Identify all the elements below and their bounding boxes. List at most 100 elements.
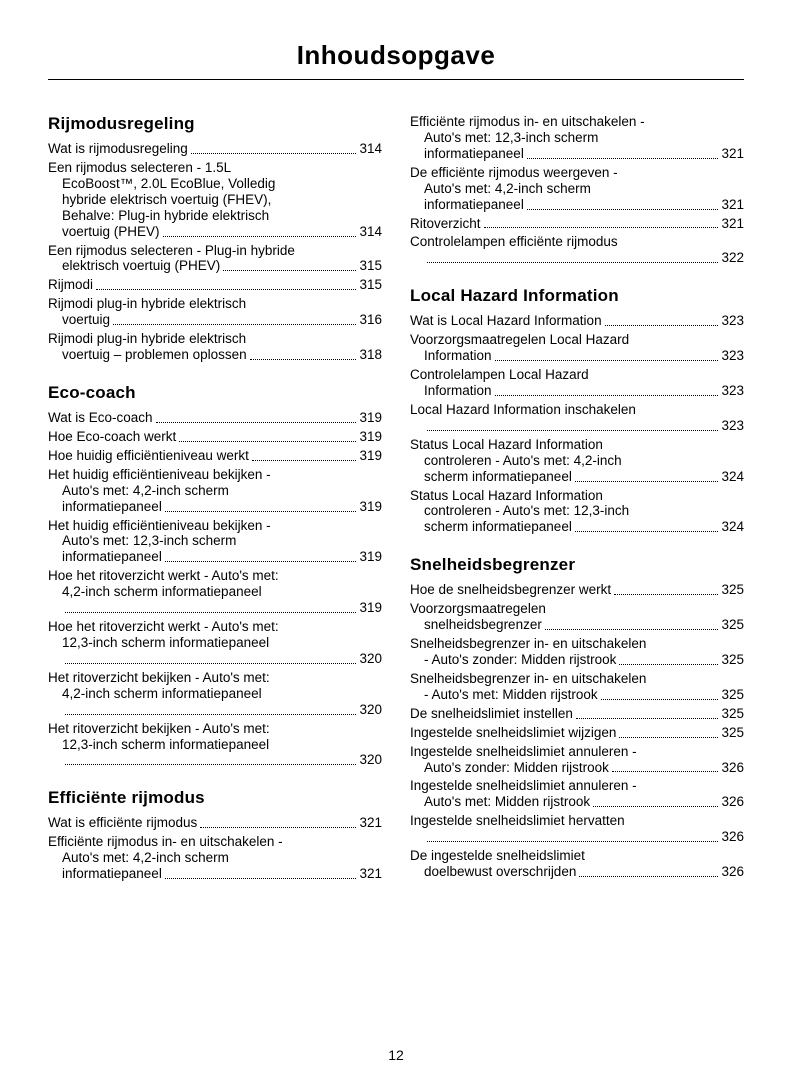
toc-entry-line: Rijmodi plug-in hybride elektrisch	[48, 331, 382, 347]
toc-entry-line: Status Local Hazard Information	[410, 437, 744, 453]
toc-entry: Controlelampen Local HazardInformation32…	[410, 367, 744, 399]
toc-entry-label: elektrisch voertuig (PHEV)	[62, 258, 220, 274]
toc-entry-page: 325	[721, 617, 744, 633]
toc-entry-label: informatiepaneel	[424, 197, 524, 213]
toc-entry-page: 315	[359, 258, 382, 274]
toc-entry: Hoe de snelheidsbegrenzer werkt 325	[410, 582, 744, 598]
toc-entry: Een rijmodus selecteren - Plug-in hybrid…	[48, 243, 382, 275]
toc-entry-label: Wat is rijmodusregeling	[48, 141, 188, 157]
toc-entry: Efficiënte rijmodus in- en uitschakelen …	[48, 834, 382, 882]
toc-entry-label: Auto's met: Midden rijstrook	[424, 794, 590, 810]
toc-entry-line: controleren - Auto's met: 12,3-inch	[410, 503, 744, 519]
toc-entry: Ritoverzicht321	[410, 216, 744, 232]
toc-entry-label: Rijmodi	[48, 277, 93, 293]
toc-leader	[605, 325, 719, 326]
toc-entry-line: Voorzorgsmaatregelen Local Hazard	[410, 332, 744, 348]
toc-entry-label: Wat is Local Hazard Information	[410, 313, 602, 329]
toc-entry-line: Hoe het ritoverzicht werkt - Auto's met:	[48, 568, 382, 584]
toc-entry-label: Hoe de snelheidsbegrenzer werkt	[410, 582, 611, 598]
toc-entry-line: 12,3-inch scherm informatiepaneel	[48, 635, 382, 651]
toc-leader	[612, 771, 719, 772]
toc-leader	[96, 289, 356, 290]
toc-entry-page: 314	[359, 224, 382, 240]
toc-entry-line: Behalve: Plug-in hybride elektrisch	[48, 208, 382, 224]
toc-entry: Wat is Local Hazard Information 323	[410, 313, 744, 329]
toc-entry-page: 324	[721, 519, 744, 535]
toc-entry-line: Voorzorgsmaatregelen	[410, 601, 744, 617]
toc-leader	[484, 227, 719, 228]
toc-entry-line: Het ritoverzicht bekijken - Auto's met:	[48, 670, 382, 686]
toc-entry-label: Hoe Eco-coach werkt	[48, 429, 176, 445]
toc-entry-label: - Auto's zonder: Midden rijstrook	[424, 652, 616, 668]
toc-entry: Voorzorgsmaatregelensnelheidsbegrenzer 32…	[410, 601, 744, 633]
toc-leader	[427, 841, 718, 842]
toc-entry-label: - Auto's met: Midden rijstrook	[424, 687, 598, 703]
section-heading: Rijmodusregeling	[48, 114, 382, 134]
toc-leader	[427, 262, 718, 263]
toc-columns: Rijmodusregeling Wat is rijmodusregeling 3…	[48, 114, 744, 885]
toc-entry: De efficiënte rijmodus weergeven -Auto's…	[410, 165, 744, 213]
toc-entry-label: Ritoverzicht	[410, 216, 481, 232]
toc-entry-line: Auto's met: 4,2-inch scherm	[48, 483, 382, 499]
toc-entry-line: 4,2-inch scherm informatiepaneel	[48, 686, 382, 702]
section-heading: Local Hazard Information	[410, 286, 744, 306]
toc-entry-label: scherm informatiepaneel	[424, 469, 572, 485]
toc-entry: Het ritoverzicht bekijken - Auto's met:4…	[48, 670, 382, 718]
toc-entry: Snelheidsbegrenzer in- en uitschakelen- …	[410, 636, 744, 668]
toc-entry: De ingestelde snelheidslimietdoelbewust …	[410, 848, 744, 880]
toc-entry: Hoe huidig efficiëntieniveau werkt319	[48, 448, 382, 464]
toc-leader	[65, 612, 356, 613]
toc-entry-page: 319	[359, 600, 382, 616]
toc-entry-page: 323	[721, 418, 744, 434]
toc-entry-line: Ingestelde snelheidslimiet annuleren -	[410, 778, 744, 794]
toc-entry-page: 314	[359, 141, 382, 157]
toc-entry-label: snelheidsbegrenzer	[424, 617, 542, 633]
toc-entry: Een rijmodus selecteren - 1.5LEcoBoost™,…	[48, 160, 382, 240]
toc-entry-page: 321	[721, 197, 744, 213]
toc-leader	[614, 594, 718, 595]
toc-entry: Snelheidsbegrenzer in- en uitschakelen- …	[410, 671, 744, 703]
toc-entry-line: Auto's met: 12,3-inch scherm	[410, 130, 744, 146]
toc-entry-page: 325	[721, 687, 744, 703]
toc-leader	[156, 422, 357, 423]
toc-leader	[65, 764, 356, 765]
toc-entry-page: 320	[359, 651, 382, 667]
toc-entry-label: Information	[424, 348, 492, 364]
toc-leader	[575, 531, 719, 532]
toc-entry-line: Het ritoverzicht bekijken - Auto's met:	[48, 721, 382, 737]
toc-entry-line: Auto's met: 4,2-inch scherm	[410, 181, 744, 197]
toc-leader	[179, 441, 356, 442]
toc-entry-line: 4,2-inch scherm informatiepaneel	[48, 584, 382, 600]
toc-entry-line: Een rijmodus selecteren - 1.5L	[48, 160, 382, 176]
toc-leader	[527, 209, 719, 210]
toc-entry: Hoe het ritoverzicht werkt - Auto's met:…	[48, 619, 382, 667]
toc-leader	[65, 714, 356, 715]
toc-leader	[575, 481, 719, 482]
toc-entry-page: 326	[721, 864, 744, 880]
toc-entry-page: 323	[721, 313, 744, 329]
left-column: Rijmodusregeling Wat is rijmodusregeling 3…	[48, 114, 382, 885]
toc-entry-page: 325	[721, 706, 744, 722]
toc-entry: Efficiënte rijmodus in- en uitschakelen …	[410, 114, 744, 162]
toc-entry-label: Information	[424, 383, 492, 399]
toc-entry-label: voertuig	[62, 312, 110, 328]
toc-entry-page: 326	[721, 794, 744, 810]
toc-entry-page: 319	[359, 410, 382, 426]
toc-leader	[165, 561, 357, 562]
toc-entry-page: 326	[721, 760, 744, 776]
toc-leader	[545, 629, 719, 630]
toc-entry-label: informatiepaneel	[62, 549, 162, 565]
toc-entry-line: Rijmodi plug-in hybride elektrisch	[48, 296, 382, 312]
toc-entry-page: 318	[359, 347, 382, 363]
toc-entry-line: Efficiënte rijmodus in- en uitschakelen …	[410, 114, 744, 130]
toc-entry: Het ritoverzicht bekijken - Auto's met:1…	[48, 721, 382, 769]
toc-entry-page: 325	[721, 582, 744, 598]
toc-entry-label: Hoe huidig efficiëntieniveau werkt	[48, 448, 249, 464]
section-heading: Efficiënte rijmodus	[48, 788, 382, 808]
section-heading: Eco-coach	[48, 383, 382, 403]
toc-entry: Het huidig efficiëntieniveau bekijken -A…	[48, 518, 382, 566]
toc-entry-line: Ingestelde snelheidslimiet hervatten	[410, 813, 744, 829]
toc-leader	[165, 511, 357, 512]
toc-leader	[619, 664, 718, 665]
toc-entry-label: informatiepaneel	[62, 866, 162, 882]
